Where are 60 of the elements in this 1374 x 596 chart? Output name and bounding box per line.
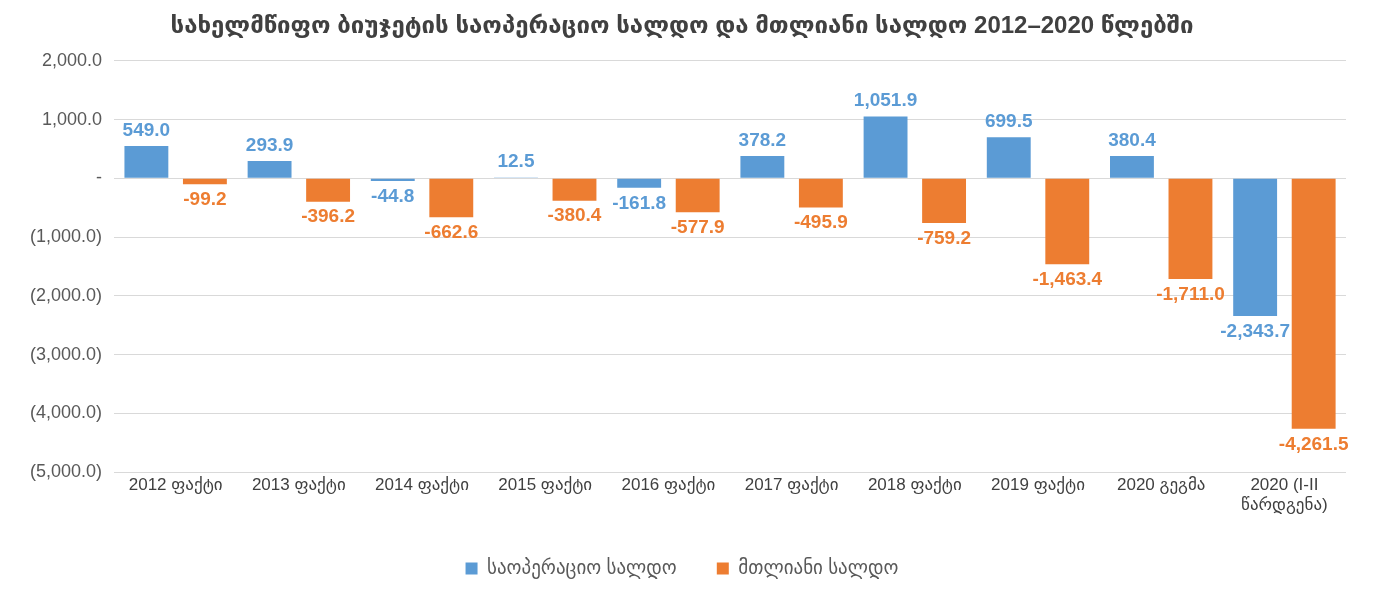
bar (1291, 178, 1336, 429)
data-label: -161.8 (612, 191, 667, 213)
y-tick-label: (1,000.0) (30, 226, 103, 247)
data-label: 293.9 (245, 133, 294, 155)
data-label: 699.5 (984, 109, 1033, 131)
bar (1045, 178, 1090, 265)
y-tick-label: (2,000.0) (30, 284, 103, 305)
y-tick-label: 2,000.0 (41, 49, 103, 70)
data-label: -99.2 (183, 187, 227, 209)
data-label: 1,051.9 (853, 89, 918, 111)
x-tick-label: 2013 ფაქტი (251, 475, 346, 495)
bar (675, 178, 720, 213)
y-tick-label: - (96, 167, 103, 188)
bar (1168, 178, 1213, 279)
data-label: 380.4 (1108, 128, 1157, 150)
y-tick-label: 1,000.0 (41, 108, 103, 129)
bar (306, 178, 351, 202)
y-tick-label: (3,000.0) (30, 343, 103, 364)
bar (1233, 178, 1278, 317)
bar (986, 137, 1031, 178)
bar (552, 178, 597, 201)
x-tick-label: 2020 (I-II წარდგენა) (1241, 475, 1328, 515)
legend-label: მთლიანი სალდო (738, 556, 899, 579)
y-tick-label: (5,000.0) (30, 461, 103, 482)
data-label: 549.0 (122, 118, 171, 140)
bar (370, 178, 415, 181)
x-tick-label: 2015 ფაქტი (498, 475, 593, 495)
data-label: -44.8 (371, 184, 415, 206)
bar (124, 146, 169, 178)
data-label: -4,261.5 (1278, 432, 1349, 454)
x-tick-label: 2019 ფაქტი (991, 475, 1085, 495)
data-label: 12.5 (497, 150, 535, 172)
bar (922, 178, 967, 223)
bar (798, 178, 843, 208)
bar (182, 178, 227, 185)
x-tick-label: 2017 ფაქტი (744, 475, 839, 495)
bar (429, 178, 474, 218)
y-tick-label: (4,000.0) (30, 402, 103, 423)
bar (863, 116, 908, 178)
x-tick-label: 2020 გეგმა (1116, 475, 1206, 495)
bar (247, 161, 292, 178)
bar (1110, 155, 1154, 178)
x-tick-label: 2016 ფაქტი (621, 475, 716, 495)
legend-label: საოპერაციო სალდო (487, 556, 677, 579)
chart-title: სახელმწიფო ბიუჯეტის საოპერაციო სალდო და მთლიანი სალდო 2012–2020 წლებში (170, 11, 1194, 39)
data-label: -662.6 (424, 221, 479, 243)
data-label: -380.4 (547, 204, 602, 226)
data-label: -577.9 (670, 216, 725, 238)
data-label: -1,711.0 (1156, 282, 1225, 304)
x-tick-label: 2012 ფაქტი (128, 475, 223, 495)
data-label: -396.2 (301, 205, 356, 227)
data-label: -759.2 (917, 226, 972, 248)
bar (740, 156, 785, 178)
x-tick-label: 2014 ფაქტი (375, 475, 469, 495)
data-label: -495.9 (793, 211, 848, 233)
data-label: 378.2 (738, 128, 787, 150)
data-label: -2,343.7 (1220, 319, 1291, 341)
bar (617, 178, 662, 188)
x-tick-label: 2018 ფაქტი (867, 475, 962, 495)
data-label: -1,463.4 (1032, 268, 1103, 290)
